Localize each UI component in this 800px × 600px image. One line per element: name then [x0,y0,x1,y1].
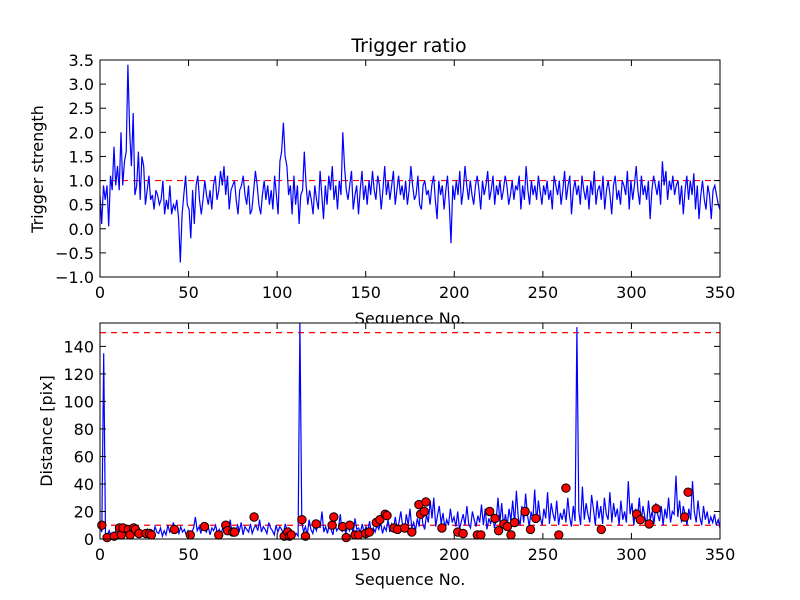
detection-marker [97,520,107,530]
trigger-ratio-panel: Trigger ratio 0 50 100 150 200 250 300 350 −1.0… [28,35,735,328]
detection-marker [345,520,355,530]
y-tick-label: 0.0 [69,220,94,239]
detection-marker [286,530,296,540]
detection-marker [561,483,571,493]
detection-marker [146,530,157,540]
detection-marker [458,528,468,539]
detection-marker [509,517,520,528]
chart-title: Trigger ratio [350,35,466,57]
x-tick-label: 300 [616,283,647,302]
plot-frame [99,59,721,278]
plot-area [100,60,720,277]
detection-marker [329,512,339,522]
y-tick-label: 1.5 [69,147,94,166]
detection-marker [490,513,500,524]
plot-area [100,323,720,539]
y-axis-label: Trigger strength [28,105,47,234]
x-tick-label: 150 [350,283,381,302]
y-tick-label: −0.5 [55,244,94,263]
y-axis-ticks: 0 20 40 60 80 100 120 140 [63,337,720,549]
detection-marker [520,506,530,517]
detection-marker [644,519,654,529]
detection-marker [493,526,504,536]
detection-marker [683,487,693,497]
y-axis-ticks: −1.0 −0.5 0.0 0.5 1.0 1.5 2.0 2.5 3.0 3.5 [55,51,720,287]
detection-marker [531,513,541,524]
detection-marker [525,524,536,535]
detection-marker [679,512,690,522]
x-tick-label: 200 [439,545,470,564]
detection-marker [419,506,429,517]
y-tick-label: 1.0 [69,172,94,191]
y-tick-label: 2.0 [69,123,94,142]
x-tick-label: 250 [528,283,559,302]
detection-marker [199,521,210,532]
detection-marker [297,515,307,525]
detection-marker [596,524,606,535]
y-tick-label: 20 [74,502,94,521]
detection-marker [364,527,374,537]
detection-marker [476,530,486,540]
detection-marker [300,531,311,541]
y-tick-label: 3.5 [69,51,94,70]
x-tick-label: 0 [95,545,105,564]
y-tick-label: −1.0 [55,268,94,287]
distance-panel: 0 50 100 150 200 250 300 350 0 20 40 60 80 100 120 140… [37,322,735,589]
detection-marker [382,510,392,521]
detection-marker [169,524,180,535]
x-tick-label: 250 [528,545,559,564]
detection-marker [635,515,645,525]
detection-marker [229,527,240,537]
y-tick-label: 100 [63,392,94,411]
x-tick-label: 0 [95,283,105,302]
x-axis-ticks: 0 50 100 150 200 250 300 350 [95,60,735,302]
x-tick-label: 350 [705,545,736,564]
x-tick-label: 100 [262,283,293,302]
x-tick-label: 200 [439,283,470,302]
detection-marker [214,530,224,540]
y-tick-label: 60 [74,447,94,466]
y-tick-label: 140 [63,337,94,356]
detection-marker [421,497,431,507]
y-tick-label: 120 [63,365,94,384]
detection-marker [437,523,447,533]
x-tick-label: 100 [262,545,293,564]
detection-marker [341,532,351,543]
detection-marker [502,521,513,532]
x-tick-label: 150 [350,545,381,564]
detection-marker [407,527,417,537]
trigger-strength-series [99,64,721,263]
detection-marker [185,530,196,540]
x-tick-label: 50 [178,545,198,564]
y-tick-label: 80 [74,420,94,439]
x-axis-label: Sequence No. [355,570,466,589]
y-axis-label: Distance [pix] [37,375,56,487]
y-tick-label: 3.0 [69,75,94,94]
x-axis-ticks: 0 50 100 150 200 250 300 350 [95,323,735,564]
detection-marker [327,520,337,530]
detection-marker [651,504,661,514]
detection-marker [400,523,410,533]
x-tick-label: 300 [616,545,647,564]
detection-marker [485,506,495,517]
x-tick-label: 50 [178,283,198,302]
y-tick-label: 0 [84,530,94,549]
plot-frame [99,322,721,540]
y-tick-label: 40 [74,475,94,494]
y-tick-label: 0.5 [69,196,94,215]
detection-marker [506,530,516,540]
x-tick-label: 350 [705,283,736,302]
detection-markers [97,483,693,543]
detection-marker [249,512,259,522]
y-tick-label: 2.5 [69,99,94,118]
detection-marker [554,530,564,540]
detection-marker [311,519,321,529]
